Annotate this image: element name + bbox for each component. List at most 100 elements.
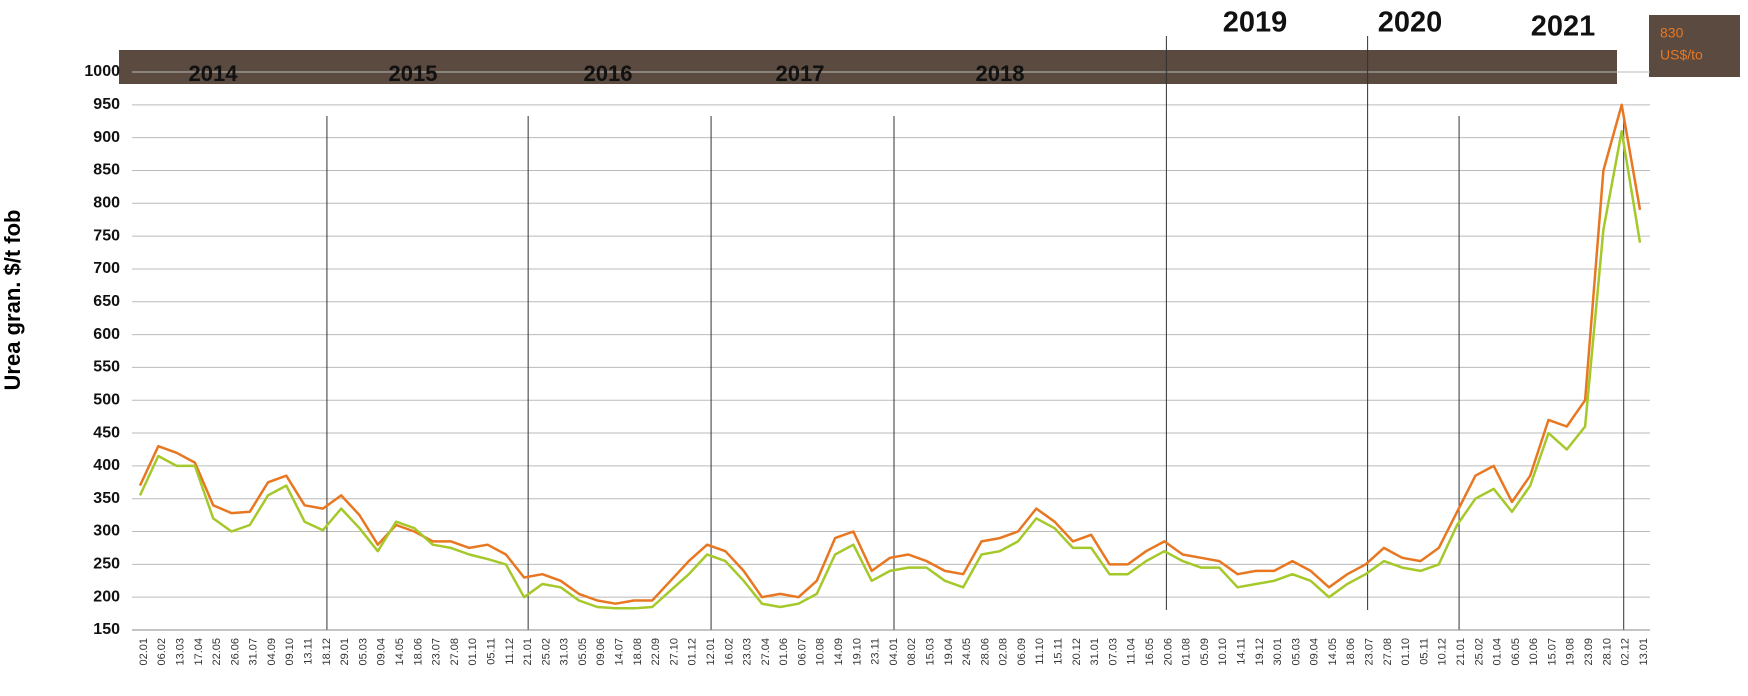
x-tick-label: 13.03: [174, 638, 186, 666]
x-tick-label: 27.08: [1382, 638, 1394, 666]
x-tick-label: 02.08: [998, 638, 1010, 666]
x-tick-label: 31.01: [1089, 638, 1101, 666]
x-tick-label: 09.04: [376, 638, 388, 666]
x-tick-label: 28.06: [979, 638, 991, 666]
series-line: [138, 103, 1642, 605]
year-label: 2015: [389, 61, 438, 86]
y-tick-label: 550: [93, 359, 120, 376]
x-tick-label: 23.07: [1364, 638, 1376, 666]
x-tick-label: 13.11: [303, 638, 315, 665]
x-tick-label: 18.12: [321, 638, 333, 666]
x-tick-label: 23.09: [1583, 638, 1595, 666]
x-tick-label: 14.05: [394, 638, 406, 666]
y-tick-label: 750: [93, 227, 120, 244]
year-label: 2020: [1378, 7, 1443, 39]
x-tick-label: 09.06: [595, 638, 607, 666]
x-tick-label: 18.06: [412, 638, 424, 666]
x-tick-label: 22.09: [650, 638, 662, 666]
x-tick-label: 02.12: [1620, 638, 1632, 666]
x-tick-label: 28.10: [1601, 638, 1613, 666]
x-tick-label: 15.03: [924, 638, 936, 666]
annotation-box: [1649, 15, 1740, 77]
x-tick-label: 02.01: [138, 638, 150, 666]
x-tick-label: 06.05: [1510, 638, 1522, 666]
x-tick-label: 16.02: [723, 638, 735, 666]
x-tick-label: 04.01: [888, 638, 900, 666]
annotation: US$/to: [1660, 47, 1703, 63]
x-tick-label: 01.12: [687, 638, 699, 666]
x-tick-label: 27.08: [449, 638, 461, 666]
year-label: 2018: [976, 61, 1025, 86]
y-tick-label: 450: [93, 424, 120, 441]
y-tick-label: 350: [93, 490, 120, 507]
x-tick-label: 07.03: [1107, 638, 1119, 666]
year-label: 2021: [1531, 11, 1596, 43]
x-tick-label: 05.03: [1290, 638, 1302, 666]
y-tick-label: 1000: [84, 63, 120, 80]
x-tick-label: 05.09: [1199, 638, 1211, 666]
x-tick-label: 31.07: [248, 638, 260, 666]
x-tick-label: 25.02: [540, 638, 552, 666]
y-tick-label: 200: [93, 588, 120, 605]
x-tick-label: 11.04: [1126, 638, 1138, 665]
year-label: 2019: [1223, 7, 1288, 39]
x-tick-label: 19.12: [1254, 638, 1266, 666]
y-tick-label: 650: [93, 293, 120, 310]
x-tick-label: 23.07: [431, 638, 443, 666]
x-tick-label: 15.07: [1546, 638, 1558, 666]
x-tick-label: 08.02: [906, 638, 918, 666]
x-tick-label: 09.04: [1309, 638, 1321, 666]
x-tick-label: 01.10: [1400, 638, 1412, 666]
x-tick-label: 14.09: [833, 638, 845, 666]
y-tick-label: 500: [93, 391, 120, 408]
y-axis-label: Urea gran. $/t fob: [0, 210, 25, 391]
y-tick-label: 800: [93, 195, 120, 212]
x-tick-label: 06.07: [796, 638, 808, 666]
x-tick-label: 10.12: [1437, 638, 1449, 666]
x-tick-label: 01.06: [778, 638, 790, 666]
x-tick-label: 25.02: [1473, 638, 1485, 666]
x-tick-label: 14.07: [614, 638, 626, 666]
y-tick-label: 850: [93, 162, 120, 179]
x-tick-label: 23.03: [742, 638, 754, 666]
x-tick-label: 05.11: [1418, 638, 1430, 665]
x-tick-label: 27.10: [668, 638, 680, 666]
x-tick-label: 17.04: [193, 638, 205, 666]
y-tick-label: 250: [93, 556, 120, 573]
x-tick-label: 12.01: [705, 638, 717, 666]
x-tick-label: 06.09: [1016, 638, 1028, 666]
x-tick-label: 01.08: [1181, 638, 1193, 666]
x-tick-label: 18.06: [1345, 638, 1357, 666]
x-tick-label: 21.01: [1455, 638, 1467, 666]
x-tick-label: 06.02: [156, 638, 168, 666]
x-tick-label: 24.05: [961, 638, 973, 666]
x-tick-label: 05.03: [357, 638, 369, 666]
x-tick-label: 11.12: [504, 638, 516, 665]
x-tick-label: 10.08: [815, 638, 827, 666]
y-tick-label: 700: [93, 260, 120, 277]
x-tick-label: 19.04: [943, 638, 955, 666]
x-tick-label: 29.01: [339, 638, 351, 666]
y-tick-label: 300: [93, 523, 120, 540]
x-tick-label: 14.05: [1327, 638, 1339, 666]
x-tick-label: 30.01: [1272, 638, 1284, 666]
x-tick-label: 10.10: [1217, 638, 1229, 666]
x-tick-label: 10.06: [1528, 638, 1540, 666]
x-tick-label: 05.05: [577, 638, 589, 666]
x-tick-label: 04.09: [266, 638, 278, 666]
x-tick-label: 31.03: [559, 638, 571, 666]
x-tick-label: 19.10: [851, 638, 863, 666]
x-tick-label: 27.04: [760, 638, 772, 666]
x-tick-label: 22.05: [211, 638, 223, 666]
y-tick-label: 950: [93, 96, 120, 113]
x-tick-label: 18.08: [632, 638, 644, 666]
x-tick-label: 14.11: [1235, 638, 1247, 665]
x-tick-label: 01.04: [1492, 638, 1504, 666]
year-label: 2016: [584, 61, 633, 86]
annotation: 830: [1660, 25, 1684, 41]
x-tick-label: 19.08: [1565, 638, 1577, 666]
x-tick-label: 26.06: [229, 638, 241, 666]
x-tick-label: 23.11: [870, 638, 882, 665]
series-line: [138, 129, 1642, 610]
